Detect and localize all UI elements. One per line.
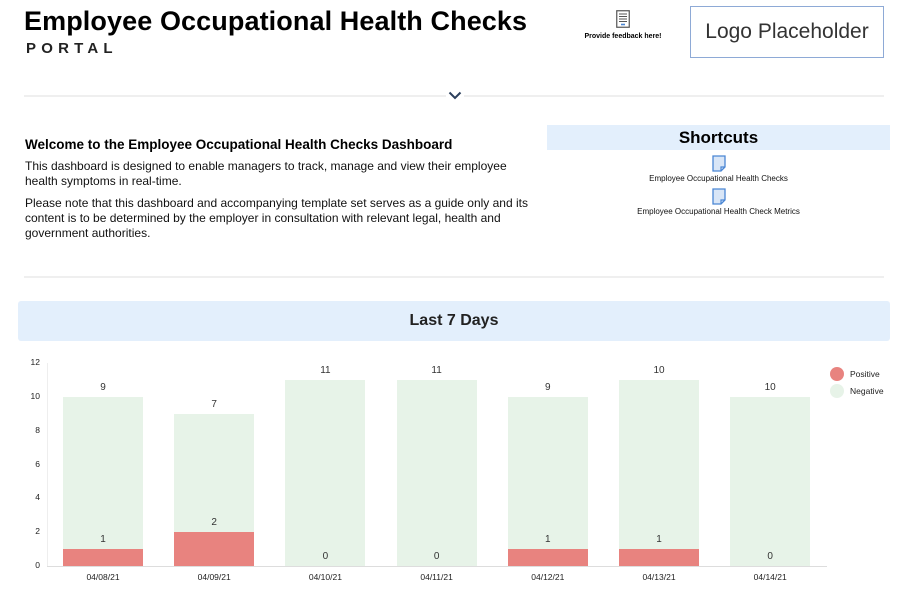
y-tick-label: 10: [30, 390, 40, 401]
sheet-file-icon: [711, 188, 726, 205]
legend-swatch-icon: [830, 367, 844, 381]
x-tick-label: 04/10/21: [308, 572, 342, 582]
shortcut-label: Employee Occupational Health Check Metri…: [637, 207, 800, 216]
data-label-negative: 10: [653, 364, 665, 376]
bar-positive: [619, 549, 699, 566]
bar-negative: [285, 379, 366, 566]
x-tick-label: 04/14/21: [753, 572, 787, 582]
bar-negative: [174, 413, 255, 533]
bar-negative: [619, 379, 699, 550]
data-label-negative: 10: [764, 381, 776, 393]
chevron-down-icon: [448, 91, 462, 99]
welcome-paragraph-2: Please note that this dashboard and acco…: [25, 196, 528, 240]
section-divider: [24, 276, 884, 278]
data-label-positive: 0: [767, 551, 773, 562]
x-tick-label: 04/08/21: [86, 572, 120, 582]
feedback-link[interactable]: Provide feedback here!: [578, 10, 668, 40]
sheet-file-icon: [711, 155, 726, 172]
bar-negative: [507, 396, 588, 550]
bar-negative: [730, 396, 811, 566]
bar-positive: [63, 549, 143, 566]
y-tick-label: 6: [35, 458, 40, 469]
data-label-positive: 1: [545, 534, 551, 546]
legend-item-positive[interactable]: Positive: [830, 367, 884, 381]
data-label-negative: 7: [211, 398, 217, 410]
welcome-section: Welcome to the Employee Occupational Hea…: [25, 137, 535, 248]
expand-toggle[interactable]: [446, 88, 464, 102]
x-tick-label: 04/12/21: [531, 572, 565, 582]
data-label-negative: 9: [545, 381, 551, 393]
y-axis: [47, 363, 48, 566]
legend-swatch-icon: [830, 384, 844, 398]
y-tick-label: 8: [35, 424, 40, 435]
y-tick-label: 0: [35, 560, 40, 570]
bar-negative: [396, 379, 477, 566]
logo-placeholder: Logo Placeholder: [690, 6, 884, 58]
legend-item-negative[interactable]: Negative: [830, 384, 884, 398]
welcome-heading: Welcome to the Employee Occupational Hea…: [25, 137, 453, 152]
data-label-negative: 9: [100, 381, 106, 393]
data-label-positive: 2: [211, 517, 217, 529]
document-icon: [616, 10, 630, 28]
data-label-positive: 0: [322, 551, 329, 562]
bar-negative: [63, 396, 143, 550]
shortcut-health-check-metrics[interactable]: Employee Occupational Health Check Metri…: [547, 188, 890, 216]
data-label-positive: 1: [100, 534, 106, 546]
shortcuts-title: Shortcuts: [547, 125, 890, 150]
chart-legend: Positive Negative: [830, 367, 884, 401]
x-tick-label: 04/09/21: [197, 572, 231, 582]
x-axis: [47, 566, 827, 567]
data-label-negative: 11: [431, 364, 442, 376]
data-label-positive: 1: [656, 534, 662, 546]
page-subtitle: PORTAL: [26, 40, 118, 57]
welcome-paragraph-1: This dashboard is designed to enable man…: [25, 159, 507, 188]
legend-label: Positive: [850, 369, 880, 379]
x-tick-label: 04/11/21: [420, 572, 453, 582]
x-tick-label: 04/13/21: [642, 572, 676, 582]
y-tick-label: 4: [35, 492, 40, 503]
shortcut-label: Employee Occupational Health Checks: [649, 174, 788, 183]
y-tick-label: 12: [30, 357, 40, 367]
y-tick-label: 2: [35, 526, 40, 537]
section-title-last-7-days: Last 7 Days: [18, 301, 890, 341]
page-title: Employee Occupational Health Checks: [24, 6, 528, 36]
shortcut-health-checks[interactable]: Employee Occupational Health Checks: [547, 155, 890, 183]
shortcuts-panel: Shortcuts Employee Occupational Health C…: [547, 125, 890, 216]
legend-label: Negative: [850, 386, 884, 396]
feedback-label: Provide feedback here!: [584, 33, 662, 40]
bar-positive: [507, 549, 588, 566]
stacked-bar-chart: Positive Negative 0 2 4 6 8 10 12 9 1 04/08/21 7 2 04…: [0, 350, 900, 592]
data-label-positive: 0: [433, 551, 440, 562]
bar-positive: [174, 532, 255, 566]
data-label-negative: 11: [320, 364, 331, 376]
